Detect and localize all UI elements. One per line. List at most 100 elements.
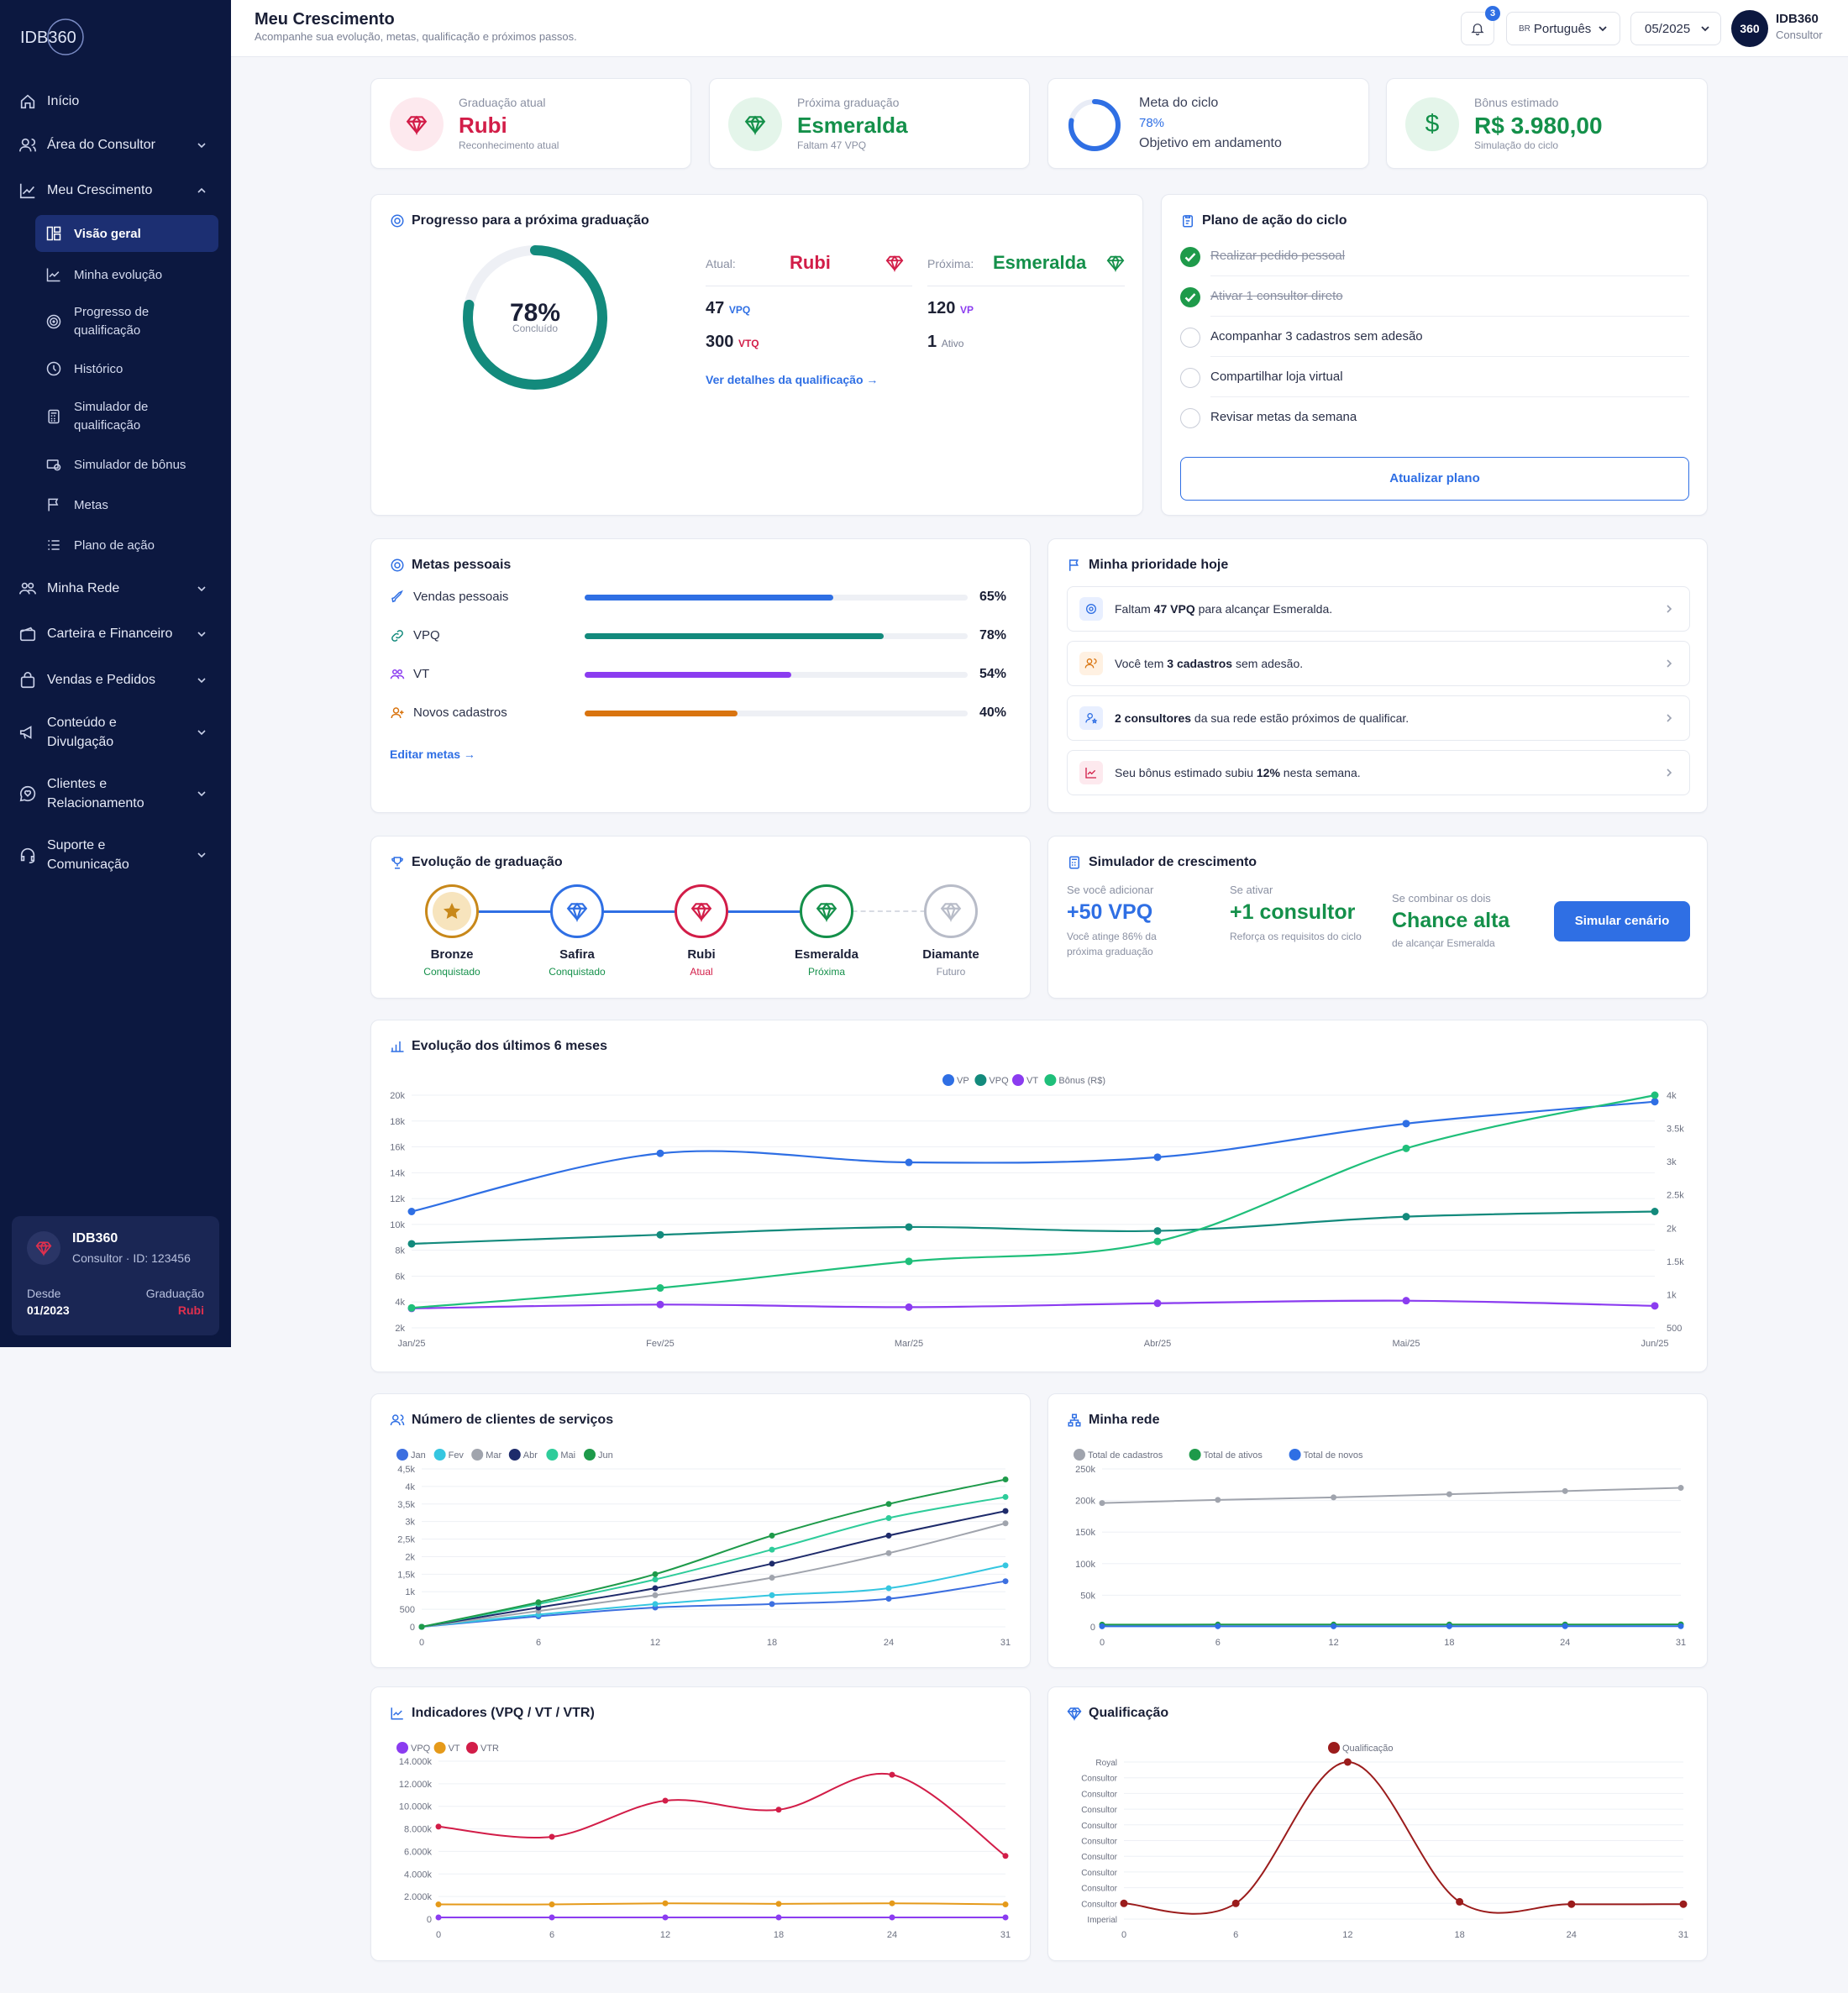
data-point[interactable] xyxy=(1002,1508,1009,1514)
data-point[interactable] xyxy=(885,1596,892,1602)
legend-swatch[interactable] xyxy=(1012,1074,1024,1086)
data-point[interactable] xyxy=(1153,1153,1162,1162)
data-point[interactable] xyxy=(885,1501,892,1508)
data-point[interactable] xyxy=(769,1560,775,1567)
data-point[interactable] xyxy=(905,1303,913,1311)
legend-swatch[interactable] xyxy=(1328,1742,1340,1754)
data-point[interactable] xyxy=(1002,1914,1009,1921)
data-point[interactable] xyxy=(905,1223,913,1231)
period-select[interactable]: 05/2025 xyxy=(1630,12,1721,45)
legend-swatch[interactable] xyxy=(584,1449,596,1461)
sub-progresso[interactable]: Progresso de qualificação xyxy=(35,302,218,341)
sub-plano-acao[interactable]: Plano de ação xyxy=(35,534,218,556)
data-point[interactable] xyxy=(435,1901,442,1908)
data-point[interactable] xyxy=(1331,1494,1337,1501)
data-point[interactable] xyxy=(1402,1213,1410,1221)
nav-conteudo[interactable]: Conteúdo e Divulgação xyxy=(18,713,212,752)
data-point[interactable] xyxy=(905,1257,913,1266)
data-point[interactable] xyxy=(769,1575,775,1581)
data-point[interactable] xyxy=(652,1571,659,1577)
legend-swatch[interactable] xyxy=(1189,1449,1201,1461)
data-point[interactable] xyxy=(1002,1520,1009,1527)
legend-swatch[interactable] xyxy=(974,1074,987,1086)
data-point[interactable] xyxy=(549,1901,555,1908)
data-point[interactable] xyxy=(1677,1485,1684,1492)
data-point[interactable] xyxy=(652,1585,659,1592)
simulate-scenario-button[interactable]: Simular cenário xyxy=(1554,901,1690,941)
data-point[interactable] xyxy=(662,1900,669,1906)
nav-area-consultor[interactable]: Área do Consultor xyxy=(18,134,212,156)
data-point[interactable] xyxy=(1002,1493,1009,1500)
data-point[interactable] xyxy=(1651,1098,1659,1106)
legend-swatch[interactable] xyxy=(396,1449,408,1461)
data-point[interactable] xyxy=(885,1532,892,1539)
data-point[interactable] xyxy=(1402,1120,1410,1128)
data-point[interactable] xyxy=(1446,1623,1452,1629)
data-point[interactable] xyxy=(1679,1900,1688,1908)
data-point[interactable] xyxy=(662,1797,669,1804)
nav-minha-rede[interactable]: Minha Rede xyxy=(18,578,212,600)
priority-item[interactable]: Você tem 3 cadastros sem adesão. xyxy=(1067,641,1690,686)
data-point[interactable] xyxy=(1002,1476,1009,1483)
nav-meu-crescimento[interactable]: Meu Crescimento xyxy=(18,180,212,202)
data-point[interactable] xyxy=(1099,1500,1105,1507)
brand-logo[interactable]: IDB360 xyxy=(18,17,86,57)
sub-metas[interactable]: Metas xyxy=(35,494,218,516)
data-point[interactable] xyxy=(885,1514,892,1521)
unchecked-circle-icon[interactable] xyxy=(1180,408,1200,428)
legend-swatch[interactable] xyxy=(1044,1074,1057,1086)
data-point[interactable] xyxy=(1120,1899,1128,1907)
data-point[interactable] xyxy=(1567,1900,1576,1908)
legend-swatch[interactable] xyxy=(433,1742,446,1754)
legend-swatch[interactable] xyxy=(396,1742,408,1754)
data-point[interactable] xyxy=(1331,1623,1337,1629)
data-point[interactable] xyxy=(652,1601,659,1608)
data-point[interactable] xyxy=(656,1230,664,1239)
data-point[interactable] xyxy=(769,1592,775,1598)
data-point[interactable] xyxy=(769,1546,775,1553)
data-point[interactable] xyxy=(1402,1144,1410,1152)
data-point[interactable] xyxy=(1215,1497,1221,1503)
priority-item[interactable]: Faltam 47 VPQ para alcançar Esmeralda. xyxy=(1067,586,1690,632)
data-point[interactable] xyxy=(1099,1623,1105,1629)
data-point[interactable] xyxy=(889,1914,895,1921)
data-point[interactable] xyxy=(1651,1091,1659,1099)
data-point[interactable] xyxy=(656,1149,664,1157)
data-point[interactable] xyxy=(549,1833,555,1840)
legend-swatch[interactable] xyxy=(433,1449,446,1461)
unchecked-circle-icon[interactable] xyxy=(1180,328,1200,348)
legend-swatch[interactable] xyxy=(546,1449,559,1461)
data-point[interactable] xyxy=(435,1914,442,1921)
qualification-details-link[interactable]: Ver detalhes da qualificação → xyxy=(706,373,879,386)
data-point[interactable] xyxy=(1153,1227,1162,1235)
notifications-button[interactable]: 3 xyxy=(1461,6,1500,45)
nav-suporte[interactable]: Suporte e Comunicação xyxy=(18,836,212,874)
data-point[interactable] xyxy=(662,1914,669,1921)
data-point[interactable] xyxy=(407,1240,416,1248)
data-point[interactable] xyxy=(1456,1897,1464,1906)
sub-simulador-qualificacao[interactable]: Simulador de qualificação xyxy=(35,397,218,436)
priority-item[interactable]: 2 consultores da sua rede estão próximos… xyxy=(1067,695,1690,741)
data-point[interactable] xyxy=(1002,1562,1009,1569)
sub-simulador-bonus[interactable]: Simulador de bônus xyxy=(35,454,218,475)
data-point[interactable] xyxy=(549,1914,555,1921)
sub-minha-evolucao[interactable]: Minha evolução xyxy=(35,264,218,286)
legend-swatch[interactable] xyxy=(508,1449,521,1461)
data-point[interactable] xyxy=(775,1901,782,1907)
data-point[interactable] xyxy=(885,1550,892,1556)
data-point[interactable] xyxy=(1562,1487,1568,1494)
data-point[interactable] xyxy=(775,1914,782,1921)
legend-swatch[interactable] xyxy=(471,1449,484,1461)
language-select[interactable]: BR Português xyxy=(1506,12,1620,45)
legend-swatch[interactable] xyxy=(1289,1449,1301,1461)
data-point[interactable] xyxy=(775,1807,782,1813)
data-point[interactable] xyxy=(1215,1623,1221,1629)
edit-goals-link[interactable]: Editar metas → xyxy=(390,747,475,761)
data-point[interactable] xyxy=(885,1585,892,1592)
user-avatar[interactable]: 360 xyxy=(1731,10,1768,47)
data-point[interactable] xyxy=(889,1771,895,1778)
data-point[interactable] xyxy=(1402,1297,1410,1305)
data-point[interactable] xyxy=(656,1284,664,1293)
data-point[interactable] xyxy=(652,1592,659,1598)
data-point[interactable] xyxy=(1677,1623,1684,1629)
